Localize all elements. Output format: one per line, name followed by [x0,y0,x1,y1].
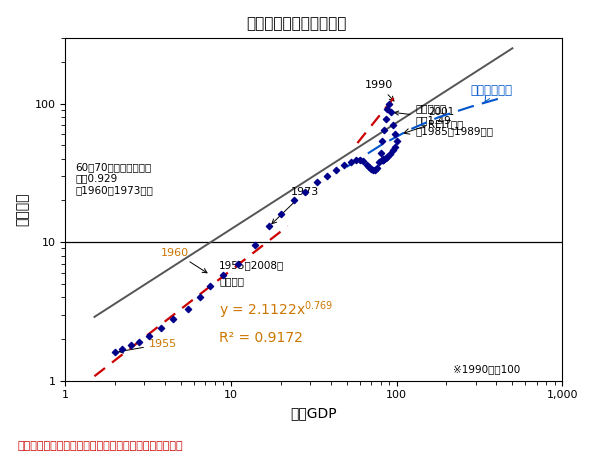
Point [362,162,371,169]
Point [233,260,243,267]
Point [250,241,260,249]
Point [378,156,388,163]
Point [339,162,349,169]
Point [183,305,193,313]
Point [331,167,340,174]
Text: 1960: 1960 [161,248,207,273]
Point [380,126,389,133]
Point [385,151,394,158]
Point [289,197,299,204]
Point [381,154,390,162]
Point [264,223,274,230]
Y-axis label: 土地価格: 土地価格 [15,193,29,226]
Point [352,157,361,164]
Point [378,137,387,145]
Text: 1990: 1990 [365,80,394,101]
Text: 2001
REIT開始: 2001 REIT開始 [428,107,464,129]
Point [300,188,310,196]
Text: y = 2.1122x$^{0.769}$: y = 2.1122x$^{0.769}$ [219,299,333,321]
Point [322,173,331,180]
Text: 1955: 1955 [119,339,177,353]
Text: R² = 0.9172: R² = 0.9172 [219,331,303,345]
Point [355,156,365,163]
Point [390,143,400,150]
Point [169,315,178,323]
Point [390,131,400,138]
Point [366,165,376,172]
Point [364,163,374,170]
Point [276,210,286,217]
Text: （出所）　日本不動産研究所、内閣府より大和総研作成: （出所） 日本不動産研究所、内閣府より大和総研作成 [18,441,183,451]
Text: ※1990年＝100: ※1990年＝100 [453,364,521,374]
Point [380,155,389,163]
Point [386,108,396,116]
Point [381,115,390,122]
Point [312,179,321,186]
Point [368,167,378,174]
Text: 1955～2008年: 1955～2008年 [219,260,285,270]
Point [370,167,380,174]
Point [376,149,385,157]
Point [378,155,388,163]
Text: 平成バブル
傍き1.49
（1985～1989年）: 平成バブル 傍き1.49 （1985～1989年） [394,103,493,136]
Point [126,342,136,349]
Point [384,100,394,107]
Point [388,147,398,154]
Text: 真の回帰線？: 真の回帰線？ [471,84,513,102]
Text: 1973: 1973 [272,187,319,224]
Point [378,156,387,163]
Point [219,271,228,279]
Point [392,137,401,145]
Point [346,158,356,165]
Point [388,121,398,129]
Point [144,333,154,340]
Text: 60～70年代の地価高騰
傍き0.929
（1960～1973年）: 60～70年代の地価高騰 傍き0.929 （1960～1973年） [75,162,153,195]
X-axis label: 名目GDP: 名目GDP [291,406,337,420]
Point [378,156,387,164]
Point [359,158,368,165]
Point [374,158,384,165]
Point [195,294,205,301]
Text: の回帰線: の回帰線 [219,276,244,286]
Point [117,345,127,352]
Point [157,324,166,332]
Point [110,349,120,356]
Point [135,338,144,346]
Point [372,164,381,171]
Text: 図２：日本の不動産価格: 図２：日本の不動産価格 [246,16,347,31]
Point [382,153,392,160]
Point [378,157,387,164]
Point [206,283,215,290]
Point [382,105,392,112]
